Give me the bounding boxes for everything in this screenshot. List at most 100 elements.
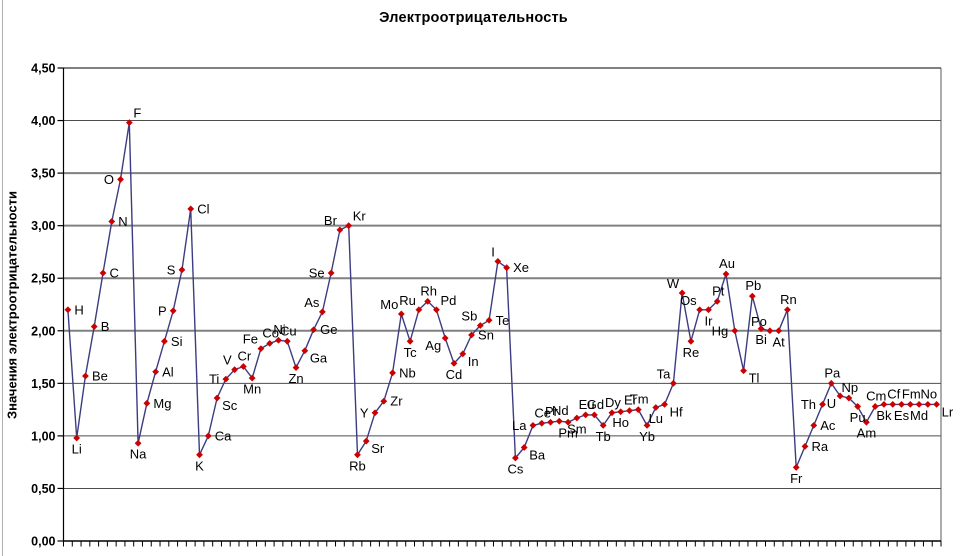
- data-point-Cm: [871, 403, 879, 410]
- data-point-Gd: [590, 411, 598, 419]
- y-tick-label: 1,00: [31, 429, 55, 443]
- data-point-Sr: [362, 437, 370, 445]
- point-label-Mn: Mn: [243, 382, 261, 397]
- point-label-Sr: Sr: [371, 441, 385, 456]
- data-point-Pm: [564, 418, 572, 426]
- data-point-Pt: [713, 297, 721, 305]
- data-point-F: [125, 119, 133, 127]
- data-point-Zn: [292, 364, 300, 371]
- data-point-Ba: [520, 444, 528, 451]
- point-label-Ti: Ti: [209, 372, 219, 387]
- data-point-Cu: [283, 337, 291, 345]
- data-point-Ge: [310, 326, 317, 334]
- data-point-Se: [327, 269, 335, 277]
- point-label-Fr: Fr: [790, 471, 803, 486]
- data-point-Cr: [239, 363, 247, 370]
- point-label-Ba: Ba: [529, 447, 546, 462]
- point-label-Zr: Zr: [390, 394, 403, 409]
- point-label-Eu: Eu: [579, 397, 595, 412]
- point-label-Si: Si: [171, 334, 183, 349]
- data-point-Pd: [433, 306, 440, 314]
- data-point-U: [836, 392, 844, 400]
- data-point-Fr: [792, 464, 800, 471]
- data-points: [64, 119, 941, 471]
- point-label-Np: Np: [842, 380, 859, 395]
- data-point-Dy: [608, 409, 616, 417]
- data-point-N: [108, 218, 116, 225]
- point-label-Te: Te: [496, 313, 510, 328]
- data-point-Re: [687, 337, 695, 345]
- data-point-Na: [134, 439, 142, 447]
- data-point-Eu: [582, 411, 590, 419]
- point-label-Sm: Sm: [567, 422, 587, 437]
- y-tick-label: 0,00: [31, 535, 55, 549]
- point-label-Re: Re: [683, 345, 700, 360]
- point-label-Nb: Nb: [399, 365, 416, 380]
- y-tick-label: 1,50: [31, 377, 55, 391]
- series-line: [67, 122, 937, 469]
- point-label-In: In: [468, 354, 479, 369]
- data-point-Rn: [784, 306, 791, 314]
- point-label-Ni: Ni: [273, 322, 285, 337]
- point-label-Sc: Sc: [222, 398, 238, 413]
- point-label-F: F: [133, 106, 141, 121]
- point-label-Br: Br: [324, 213, 338, 228]
- data-point-Np: [845, 394, 853, 402]
- data-point-Cl: [187, 205, 195, 213]
- y-tick-label: 2,50: [31, 272, 55, 286]
- point-label-Tm: Tm: [630, 392, 649, 407]
- data-point-Si: [161, 337, 168, 345]
- point-label-Zn: Zn: [288, 371, 303, 386]
- data-point-Sn: [468, 331, 475, 339]
- data-point-Pr: [547, 418, 554, 426]
- x-axis-ticks: [63, 541, 942, 547]
- point-label-Ho: Ho: [612, 415, 629, 430]
- data-point-Hg: [731, 327, 739, 335]
- point-label-Yb: Yb: [639, 429, 655, 444]
- point-label-Rb: Rb: [349, 458, 366, 473]
- data-point-Er: [626, 407, 633, 415]
- data-point-Pa: [827, 379, 835, 387]
- point-label-Ir: Ir: [704, 313, 713, 328]
- data-point-Ru: [415, 306, 423, 314]
- point-label-Co: Co: [262, 325, 279, 340]
- point-label-Mg: Mg: [153, 396, 171, 411]
- data-point-Tb: [599, 421, 607, 429]
- data-point-H: [64, 306, 72, 314]
- point-label-Ce: Ce: [534, 405, 551, 420]
- data-point-Ni: [275, 336, 282, 344]
- point-label-Lr: Lr: [942, 404, 954, 419]
- point-label-At: At: [773, 334, 786, 349]
- data-point-No: [924, 400, 932, 408]
- data-point-Sc: [213, 394, 221, 402]
- point-label-Tl: Tl: [749, 371, 760, 386]
- point-label-Al: Al: [162, 364, 174, 379]
- data-point-C: [99, 269, 107, 277]
- window-edge-line: [2, 0, 3, 556]
- point-label-Ag: Ag: [425, 338, 441, 353]
- data-point-Te: [485, 316, 493, 324]
- point-label-Cr: Cr: [238, 349, 252, 364]
- data-point-Ag: [441, 334, 449, 342]
- point-label-U: U: [827, 396, 836, 411]
- y-tick-label: 3,00: [31, 219, 55, 233]
- data-point-Tc: [406, 337, 414, 345]
- point-label-Am: Am: [857, 426, 877, 441]
- point-label-Md: Md: [910, 408, 928, 423]
- data-point-Ca: [204, 432, 212, 440]
- data-point-B: [90, 323, 98, 330]
- gridlines: [63, 67, 942, 541]
- data-point-Mo: [397, 310, 405, 318]
- data-point-Mn: [248, 374, 256, 382]
- data-point-S: [178, 266, 186, 274]
- point-label-Pd: Pd: [440, 293, 456, 308]
- point-label-Na: Na: [130, 447, 147, 462]
- point-label-Cm: Cm: [866, 388, 886, 403]
- data-point-I: [494, 258, 502, 265]
- point-label-W: W: [667, 276, 680, 291]
- point-label-Pa: Pa: [824, 365, 841, 380]
- point-label-Er: Er: [624, 393, 638, 408]
- data-point-In: [459, 350, 467, 358]
